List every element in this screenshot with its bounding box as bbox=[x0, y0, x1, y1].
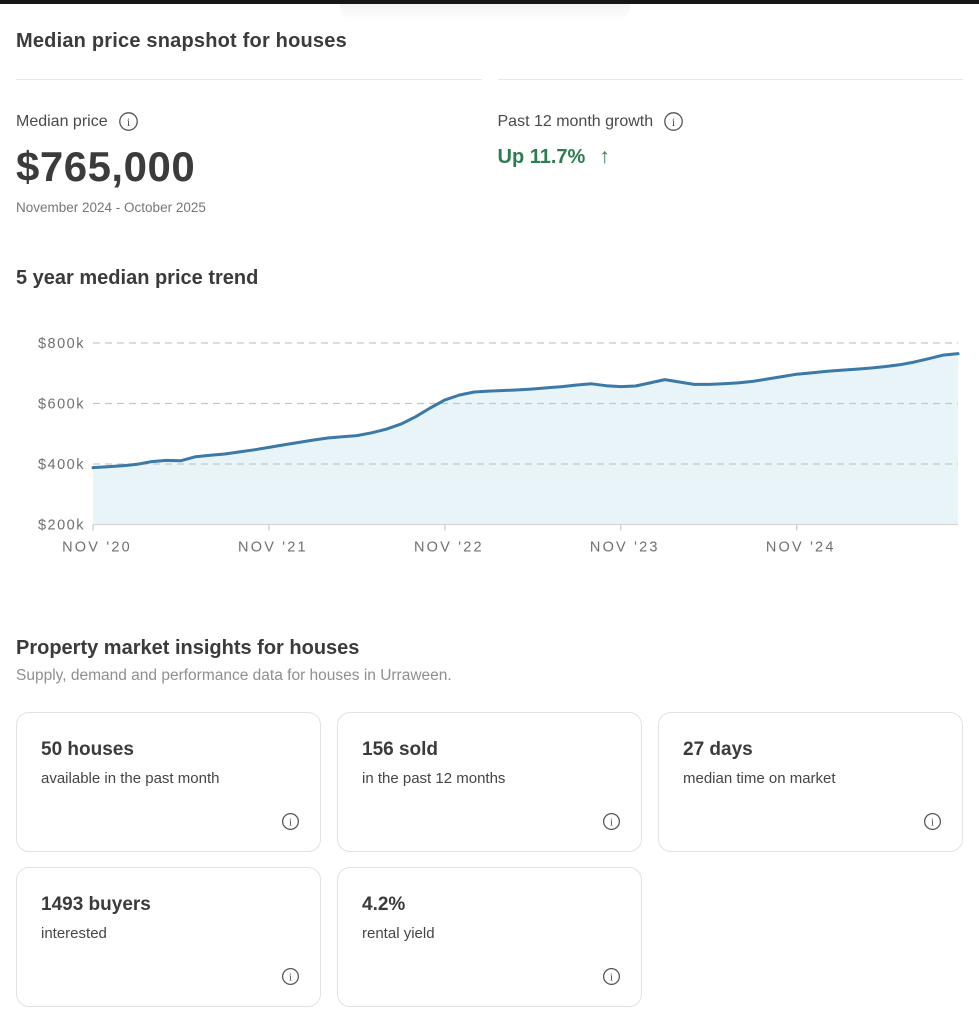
svg-text:i: i bbox=[289, 817, 292, 829]
card-info-icon[interactable]: i bbox=[602, 967, 621, 986]
insight-card-rental-yield: 4.2% rental yield i bbox=[337, 867, 642, 1007]
insight-card-available: 50 houses available in the past month i bbox=[16, 712, 321, 852]
card-value: 1493 buyers bbox=[41, 894, 151, 915]
growth-info-icon[interactable]: i bbox=[663, 111, 684, 132]
card-info-icon[interactable]: i bbox=[923, 812, 942, 831]
trend-chart[interactable]: $800k $600k $400k $200k NOV '20 NOV '21 NOV '2… bbox=[16, 326, 963, 560]
median-price-label: Median price bbox=[16, 112, 108, 130]
card-description: rental yield bbox=[362, 925, 435, 942]
insight-card-buyers: 1493 buyers interested i bbox=[16, 867, 321, 1007]
growth-block: Past 12 month growth i Up 11.7% ↑ bbox=[497, 79, 963, 215]
svg-text:i: i bbox=[610, 972, 613, 984]
trend-chart-title: 5 year median price trend bbox=[16, 267, 259, 289]
svg-text:$800k: $800k bbox=[38, 336, 85, 352]
insights-subtitle: Supply, demand and performance data for … bbox=[16, 667, 452, 684]
svg-text:NOV '21: NOV '21 bbox=[238, 540, 308, 556]
card-description: interested bbox=[41, 925, 107, 942]
growth-value: Up 11.7% bbox=[497, 145, 586, 168]
card-description: in the past 12 months bbox=[362, 770, 506, 787]
median-price-period: November 2024 - October 2025 bbox=[16, 200, 206, 215]
insight-card-days-on-market: 27 days median time on market i bbox=[658, 712, 963, 852]
card-value: 4.2% bbox=[362, 894, 406, 915]
card-value: 50 houses bbox=[41, 739, 134, 760]
svg-text:$400k: $400k bbox=[38, 457, 85, 473]
insight-cards: 50 houses available in the past month i … bbox=[16, 712, 963, 1007]
growth-up-arrow-icon: ↑ bbox=[599, 145, 610, 168]
median-price-value: $765,000 bbox=[16, 143, 196, 190]
card-info-icon[interactable]: i bbox=[281, 812, 300, 831]
card-description: median time on market bbox=[683, 770, 836, 787]
median-price-info-icon[interactable]: i bbox=[118, 111, 139, 132]
svg-text:NOV '22: NOV '22 bbox=[414, 540, 484, 556]
svg-text:$600k: $600k bbox=[38, 397, 85, 413]
insight-card-sold: 156 sold in the past 12 months i bbox=[337, 712, 642, 852]
svg-text:i: i bbox=[289, 972, 292, 984]
svg-text:i: i bbox=[126, 115, 130, 129]
card-value: 156 sold bbox=[362, 739, 439, 760]
top-scroll-shadow bbox=[340, 4, 630, 22]
snapshot-title: Median price snapshot for houses bbox=[16, 30, 347, 52]
median-price-block: Median price i $765,000 November 2024 - … bbox=[16, 79, 482, 215]
insights-title: Property market insights for houses bbox=[16, 637, 360, 659]
card-info-icon[interactable]: i bbox=[602, 812, 621, 831]
svg-text:i: i bbox=[610, 817, 613, 829]
svg-text:NOV '20: NOV '20 bbox=[62, 540, 132, 556]
card-value: 27 days bbox=[683, 739, 753, 760]
top-window-edge bbox=[0, 0, 979, 4]
card-info-icon[interactable]: i bbox=[281, 967, 300, 986]
trend-chart-svg: $800k $600k $400k $200k NOV '20 NOV '21 NOV '2… bbox=[38, 336, 960, 556]
snapshot-metrics: Median price i $765,000 November 2024 - … bbox=[16, 79, 963, 215]
card-description: available in the past month bbox=[41, 770, 220, 787]
svg-text:NOV '24: NOV '24 bbox=[766, 540, 836, 556]
svg-text:$200k: $200k bbox=[38, 518, 85, 534]
svg-text:i: i bbox=[931, 817, 934, 829]
svg-text:NOV '23: NOV '23 bbox=[590, 540, 660, 556]
growth-label: Past 12 month growth bbox=[497, 112, 654, 130]
svg-text:i: i bbox=[672, 115, 676, 129]
